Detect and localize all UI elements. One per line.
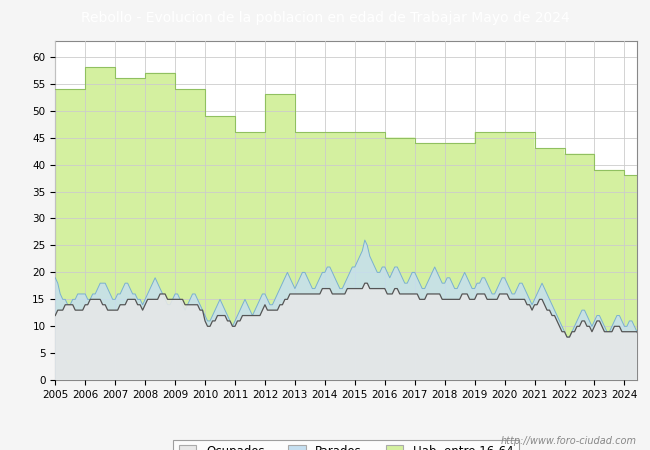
Text: Rebollo - Evolucion de la poblacion en edad de Trabajar Mayo de 2024: Rebollo - Evolucion de la poblacion en e… <box>81 11 569 26</box>
Legend: Ocupados, Parados, Hab. entre 16-64: Ocupados, Parados, Hab. entre 16-64 <box>173 440 519 450</box>
Text: http://www.foro-ciudad.com: http://www.foro-ciudad.com <box>501 436 637 446</box>
